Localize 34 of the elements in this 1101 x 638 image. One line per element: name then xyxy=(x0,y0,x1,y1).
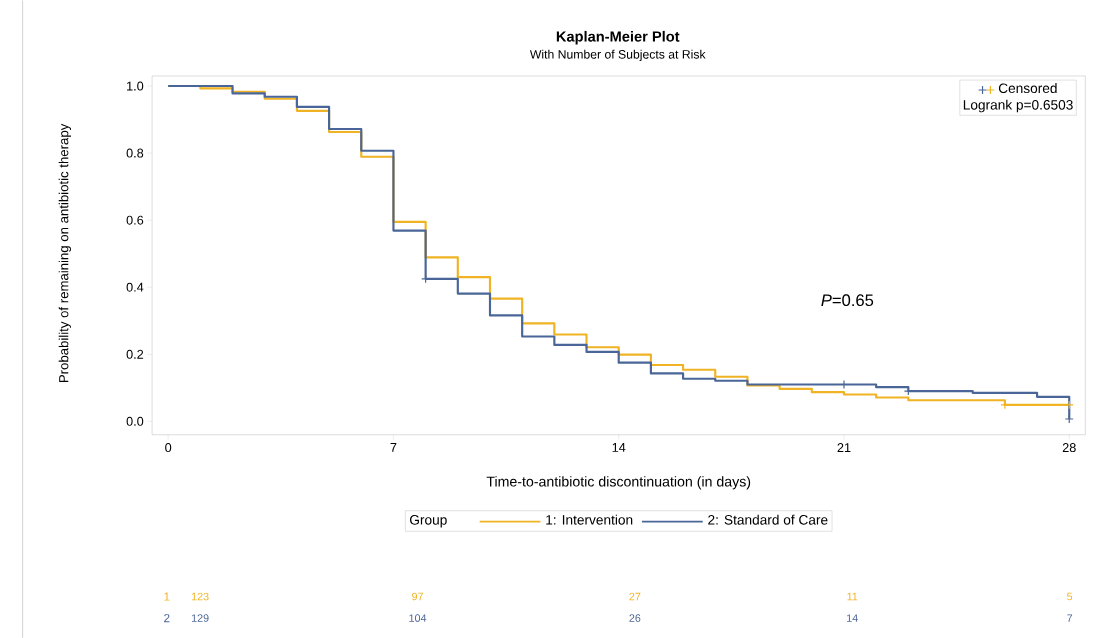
chart-subtitle: With Number of Subjects at Risk xyxy=(529,49,706,61)
text: 97 xyxy=(412,592,423,601)
legend-label: Censored xyxy=(998,82,1057,93)
y-tick-label: 0.2 xyxy=(126,349,144,359)
text: 7 xyxy=(1067,614,1073,622)
legend-label: 2: Standard of Care xyxy=(708,514,828,525)
x-axis-title: Time-to-antibiotic discontinuation (in days) xyxy=(486,476,751,490)
x-tick-label: 7 xyxy=(390,443,397,452)
y-tick-label: 0.8 xyxy=(126,148,144,158)
text: 11 xyxy=(847,592,858,601)
text: 2 xyxy=(164,613,170,623)
x-tick-label: 28 xyxy=(1062,443,1076,453)
annotation: Logrank p=0.6503 xyxy=(963,99,1073,113)
chart-title: Kaplan-Meier Plot xyxy=(556,30,680,45)
annotation: P=0.65 xyxy=(821,294,874,307)
text: 5 xyxy=(1067,592,1073,601)
x-tick-label: 21 xyxy=(837,443,851,452)
x-tick-label: 0 xyxy=(165,443,172,453)
y-tick-label: 1.0 xyxy=(127,81,144,91)
y-tick-label: 0.6 xyxy=(126,215,144,225)
legend-title: Group xyxy=(410,514,447,528)
text: 27 xyxy=(629,592,641,601)
text: 104 xyxy=(409,614,427,622)
text: 123 xyxy=(191,592,209,601)
legend-label: 1: Intervention xyxy=(546,514,633,525)
text: 14 xyxy=(847,614,858,622)
point xyxy=(1064,414,1074,424)
y-axis-title: Probability of remaining on antibiotic therapy xyxy=(58,123,71,382)
y-tick-label: 0.4 xyxy=(126,282,144,292)
y-tick-label: 0.0 xyxy=(126,416,144,426)
text: 26 xyxy=(629,614,641,622)
text: 1 xyxy=(164,592,170,601)
x-tick-label: 14 xyxy=(612,443,626,452)
text: 129 xyxy=(191,614,209,622)
